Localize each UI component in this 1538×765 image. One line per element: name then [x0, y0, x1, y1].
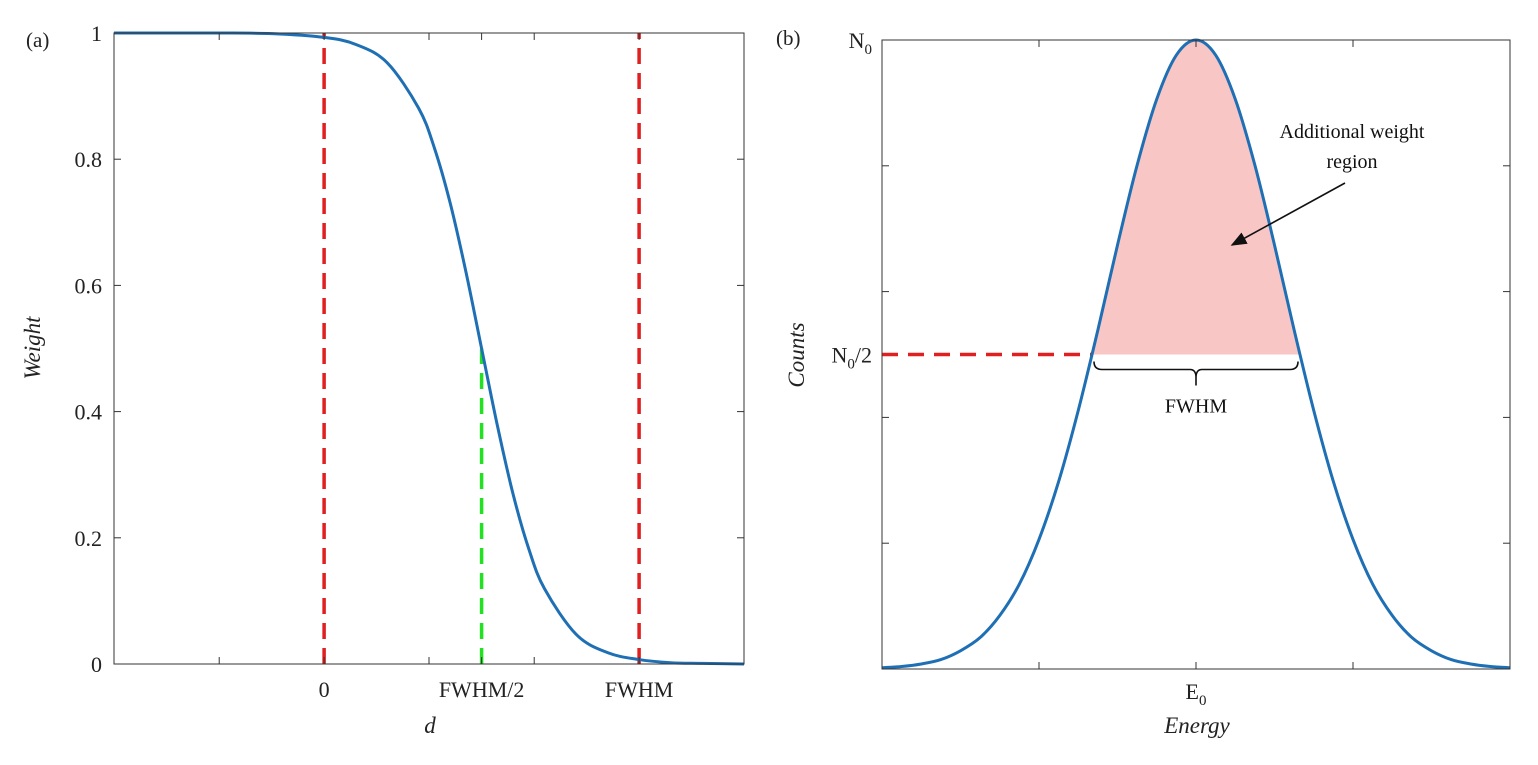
fwhm-label: FWHM: [1165, 396, 1227, 418]
panel-a-weight-plot: (a) 0 0.2 0.4 0.6 0.8 1 0 FWHM/2 FWHM d Weight: [20, 21, 745, 738]
weight-curve: [114, 31, 745, 666]
region-annotation-line2: region: [1326, 151, 1377, 173]
x-axis-label-d: d: [424, 713, 436, 738]
panel-b-label: (b): [776, 26, 801, 50]
x-tick-label: 0: [319, 677, 330, 702]
tick-label: E0: [1186, 679, 1207, 709]
fwhm-brace: [1093, 361, 1299, 386]
y-tick-label: 0.4: [75, 400, 103, 425]
tick-label: N0/2: [831, 343, 872, 373]
tick-label: N0: [849, 28, 872, 58]
y-tick-label: 0: [91, 652, 102, 677]
x-axis-label-energy: Energy: [1163, 713, 1230, 738]
y-tick-label: 1: [91, 21, 102, 46]
y-tick-label: 0.2: [75, 526, 103, 551]
region-annotation-line1: Additional weight: [1280, 121, 1425, 143]
y-tick-label: 0.6: [75, 273, 103, 298]
x-tick-label: FWHM/2: [439, 677, 525, 702]
x-tick-label: FWHM: [605, 677, 673, 702]
y-tick-label: 0.8: [75, 147, 103, 172]
additional-weight-region: [1092, 40, 1300, 355]
annotation-arrow: [1230, 182, 1346, 246]
panel-a-label: (a): [26, 28, 49, 52]
panel-b-counts-plot: (b) N0 N0/2 E0 FWHM Additional weight regi…: [776, 26, 1511, 738]
y-axis-label-counts: Counts: [784, 322, 809, 387]
y-axis-label-weight: Weight: [20, 316, 45, 380]
